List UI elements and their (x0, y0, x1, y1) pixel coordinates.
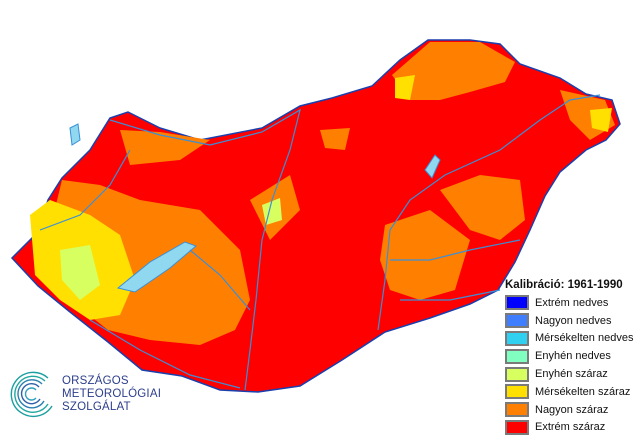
legend-label: Extrém száraz (535, 421, 606, 434)
legend-item: Enyhén száraz (505, 365, 633, 383)
logo-text: ORSZÁGOS METEOROLÓGIAI SZOLGÁLAT (62, 375, 161, 414)
legend-swatch (505, 348, 529, 364)
lakes (69, 123, 441, 293)
river-drava (89, 319, 241, 389)
legend-swatch (505, 402, 529, 418)
rivers (39, 94, 601, 391)
legend-swatch (505, 330, 529, 346)
legend-item: Nagyon száraz (505, 401, 633, 419)
lake-balaton (116, 241, 197, 293)
legend-label: Mérsékelten nedves (535, 332, 634, 345)
legend-swatch (505, 313, 529, 329)
river-maros (400, 289, 501, 301)
legend-item: Extrém száraz (505, 419, 633, 437)
river-sio (189, 249, 251, 311)
legend-label: Extrém nedves (535, 296, 609, 309)
spiral-logo-icon (10, 371, 53, 418)
river-tisza (377, 94, 601, 331)
legend-label: Nagyon nedves (535, 314, 612, 327)
river-danube (109, 108, 301, 391)
legend-item: Nagyon nedves (505, 312, 633, 330)
legend-label: Nagyon száraz (535, 403, 609, 416)
legend: Kalibráció: 1961-1990 Extrém nedves Nagy… (505, 279, 633, 436)
logo-line: SZOLGÁLAT (62, 400, 131, 413)
legend-swatch (505, 384, 529, 400)
legend-swatch (505, 366, 529, 382)
legend-title: Kalibráció: 1961-1990 (505, 279, 623, 291)
river-raba (39, 149, 131, 231)
lake-ferto (69, 123, 81, 146)
legend-item: Mérsékelten száraz (505, 383, 633, 401)
legend-label: Enyhén nedves (535, 350, 611, 363)
river-koros (390, 239, 521, 261)
logo-line: METEOROLÓGIAI (62, 387, 162, 400)
logo-line: ORSZÁGOS (62, 374, 129, 387)
legend-item: Extrém nedves (505, 294, 633, 312)
legend-item: Enyhén nedves (505, 347, 633, 365)
legend-item: Mérsékelten nedves (505, 330, 633, 348)
legend-swatch (505, 419, 529, 435)
omsz-logo: ORSZÁGOS METEOROLÓGIAI SZOLGÁLAT (8, 368, 161, 420)
legend-label: Mérsékelten száraz (535, 385, 631, 398)
lake-tisza (424, 154, 441, 179)
legend-label: Enyhén száraz (535, 368, 608, 381)
legend-swatch (505, 295, 529, 311)
